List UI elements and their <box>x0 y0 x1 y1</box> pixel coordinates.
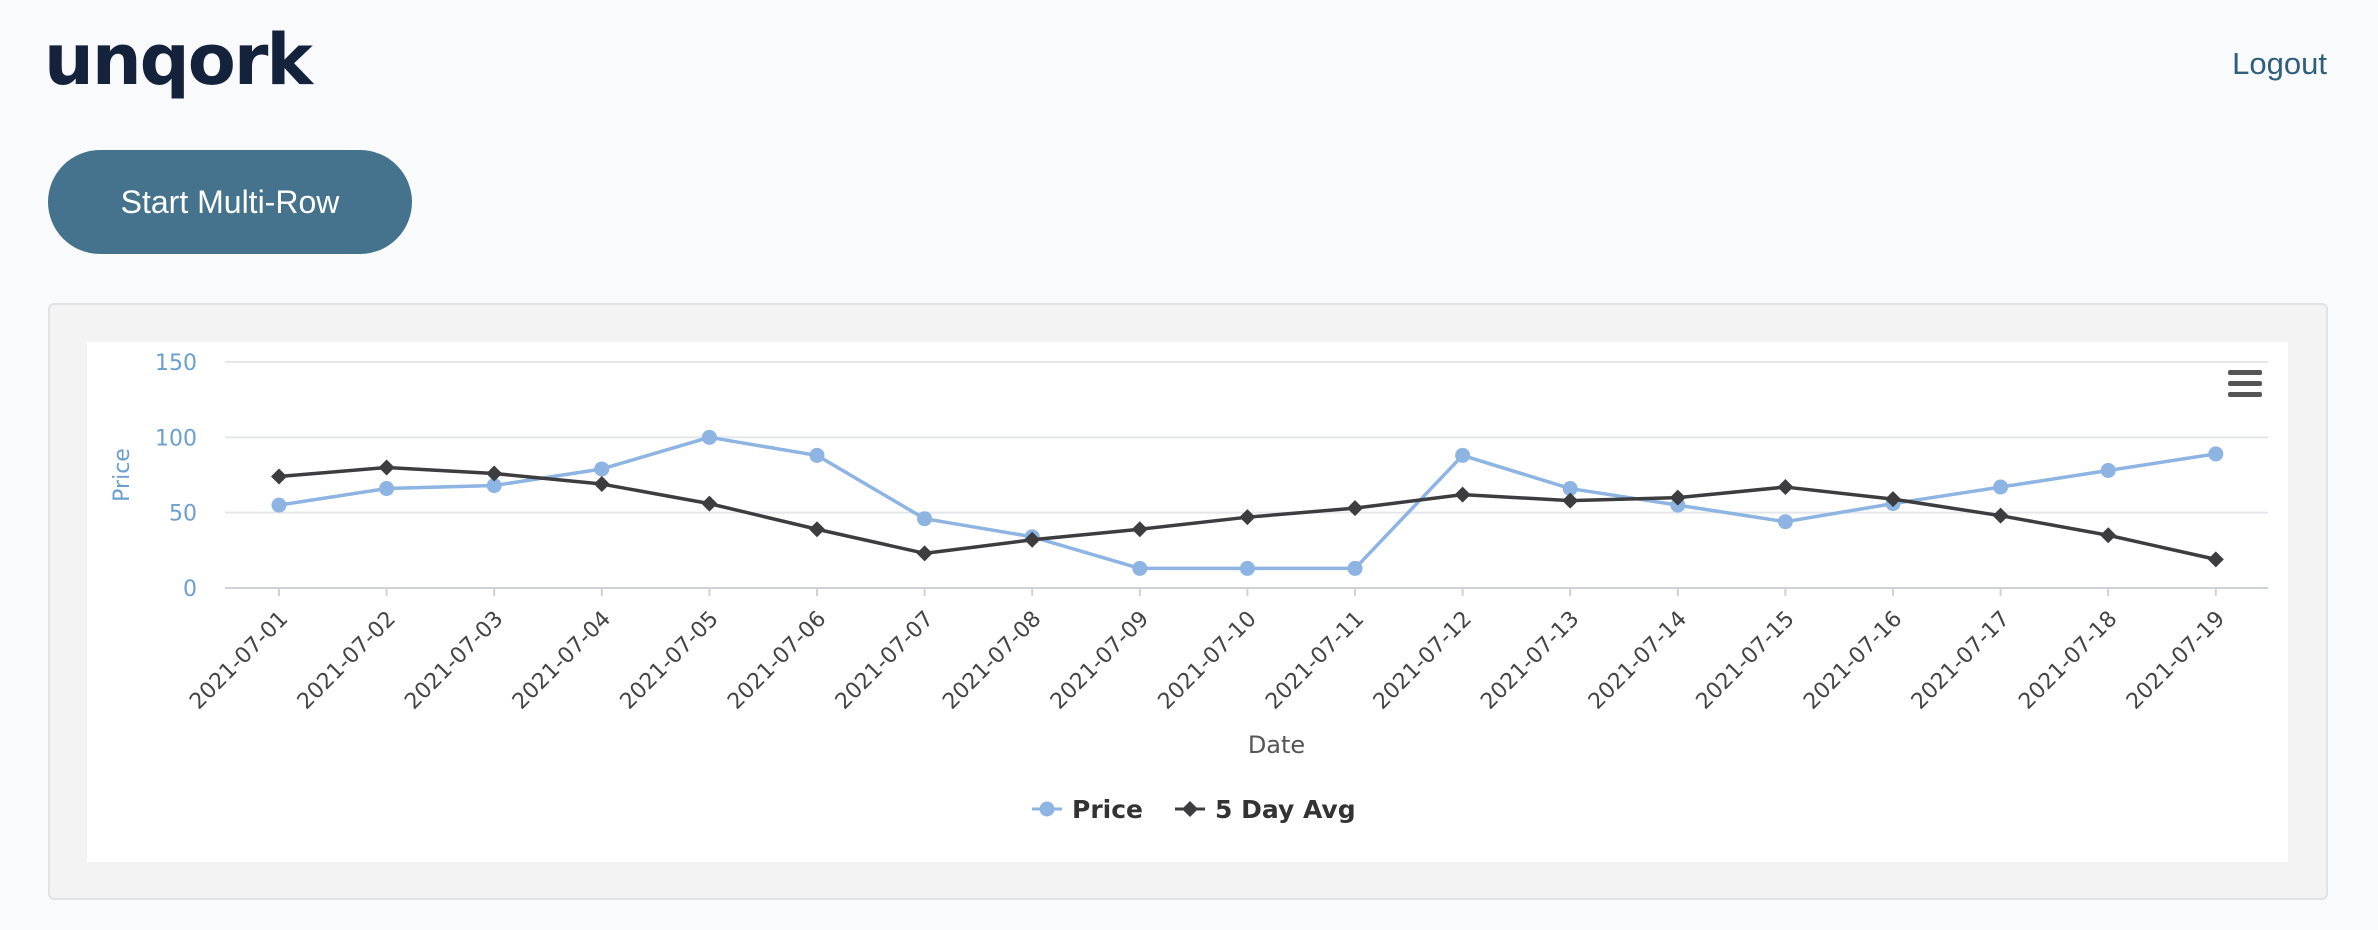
chart-menu-icon[interactable] <box>2228 370 2262 400</box>
legend: Price 5 Day Avg <box>1032 795 1356 824</box>
x-tick-label: 2021-07-13 <box>1476 607 1584 715</box>
legend-label: 5 Day Avg <box>1215 795 1356 824</box>
x-axis: 2021-07-01 2021-07-02 2021-07-03 2021-07-04… <box>185 588 2230 759</box>
x-tick-label: 2021-07-04 <box>508 607 616 715</box>
x-tick-label: 2021-07-17 <box>1907 607 2015 715</box>
avg-point[interactable] <box>1347 500 1363 517</box>
avg-point[interactable] <box>1777 479 1794 496</box>
legend-marker <box>1039 801 1055 817</box>
x-tick-label: 2021-07-02 <box>293 607 401 715</box>
y-tick-label: 50 <box>169 502 197 527</box>
x-tick-label: 2021-07-11 <box>1261 607 1369 715</box>
x-tick-label: 2021-07-18 <box>2014 607 2122 715</box>
y-axis-title: Price <box>110 448 135 502</box>
legend-item-price[interactable]: Price <box>1032 795 1143 824</box>
start-multi-row-button[interactable]: Start Multi-Row <box>48 150 412 254</box>
x-tick-label: 2021-07-06 <box>723 607 831 715</box>
avg-point[interactable] <box>916 545 933 562</box>
x-tick-label: 2021-07-10 <box>1154 607 1262 715</box>
avg-point[interactable] <box>1239 509 1256 526</box>
price-point[interactable] <box>271 497 287 513</box>
avg-point[interactable] <box>593 476 610 493</box>
grid-lines <box>225 361 2268 589</box>
x-tick-label: 2021-07-01 <box>185 607 293 715</box>
legend-marker <box>1182 801 1198 817</box>
legend-label: Price <box>1072 795 1143 824</box>
x-tick-label: 2021-07-19 <box>2122 607 2230 715</box>
y-axis: 0 50 100 150 Price <box>110 351 197 602</box>
avg-point[interactable] <box>2207 551 2224 568</box>
y-tick-label: 0 <box>183 577 197 602</box>
avg-point[interactable] <box>1885 491 1901 508</box>
avg-point[interactable] <box>701 495 718 512</box>
x-tick-label: 2021-07-08 <box>938 607 1046 715</box>
price-point[interactable] <box>1455 447 1471 463</box>
avg-point[interactable] <box>1992 507 2009 524</box>
avg-point[interactable] <box>271 468 287 485</box>
price-point[interactable] <box>1239 560 1255 576</box>
avg-point[interactable] <box>1562 492 1579 509</box>
price-point[interactable] <box>2208 446 2224 462</box>
price-point[interactable] <box>1562 481 1578 497</box>
price-point[interactable] <box>379 481 395 497</box>
header: unqork Logout <box>0 0 2378 130</box>
price-point[interactable] <box>1347 560 1363 576</box>
price-point[interactable] <box>701 429 717 445</box>
avg-point[interactable] <box>1669 489 1686 506</box>
x-tick-label: 2021-07-03 <box>400 607 508 715</box>
y-tick-label: 100 <box>155 426 197 451</box>
logout-link[interactable]: Logout <box>2232 46 2327 81</box>
price-point[interactable] <box>809 447 825 463</box>
avg-point[interactable] <box>1131 521 1148 538</box>
price-point[interactable] <box>2100 462 2116 478</box>
x-tick-label: 2021-07-07 <box>831 607 939 715</box>
x-tick-label: 2021-07-09 <box>1046 607 1154 715</box>
legend-item-five-day-avg[interactable]: 5 Day Avg <box>1175 795 1356 824</box>
x-tick-label: 2021-07-12 <box>1369 607 1477 715</box>
price-point[interactable] <box>1777 514 1793 530</box>
unqork-logo[interactable]: unqork <box>44 19 313 101</box>
price-point[interactable] <box>917 511 933 527</box>
price-point[interactable] <box>486 478 502 494</box>
x-tick-label: 2021-07-14 <box>1584 607 1692 715</box>
price-point[interactable] <box>594 461 610 477</box>
x-axis-title: Date <box>1248 731 1305 759</box>
price-point[interactable] <box>1132 560 1148 576</box>
chart-card: 0 50 100 150 Price 2021-07-01 2021-07-02 2021-… <box>87 342 2288 862</box>
series <box>271 429 2224 576</box>
x-tick-label: 2021-07-15 <box>1692 607 1800 715</box>
avg-point[interactable] <box>378 459 395 476</box>
price-point[interactable] <box>1993 479 2009 495</box>
avg-point[interactable] <box>486 465 503 482</box>
avg-point[interactable] <box>2100 527 2117 544</box>
avg-point[interactable] <box>1454 486 1471 503</box>
avg-point[interactable] <box>809 521 825 538</box>
x-tick-label: 2021-07-05 <box>616 607 724 715</box>
y-tick-label: 150 <box>155 351 197 376</box>
avg-point[interactable] <box>1024 531 1041 548</box>
x-tick-label: 2021-07-16 <box>1799 607 1907 715</box>
